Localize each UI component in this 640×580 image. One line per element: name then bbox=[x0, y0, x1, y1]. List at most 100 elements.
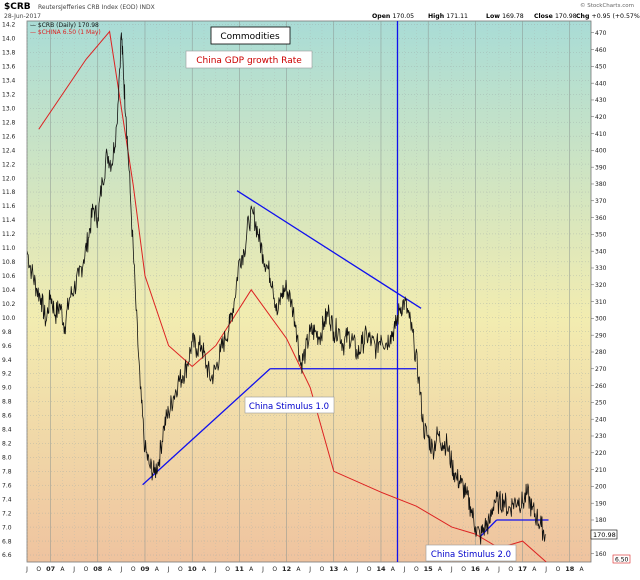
ohlc-chg: Chg +0.95 (+0.57%) bbox=[576, 13, 640, 20]
trendline-2 bbox=[236, 190, 422, 309]
x-tick-label: A bbox=[60, 566, 65, 573]
commodities-box: Commodities bbox=[210, 26, 291, 45]
right-tick-label: 310 bbox=[595, 299, 607, 306]
stimulus2-label: China Stimulus 2.0 bbox=[431, 550, 511, 560]
ohlc-row: Open 170.05 High 171.11 Low 169.78 Close 17… bbox=[372, 13, 640, 20]
left-tick-label: 9.0 bbox=[2, 385, 12, 392]
china-gdp-label: China GDP growth Rate bbox=[196, 56, 302, 66]
right-tick-label: 380 bbox=[595, 181, 607, 188]
x-tick-label: 17 bbox=[518, 565, 527, 573]
right-tick-label: 450 bbox=[595, 64, 607, 71]
x-tick-label: J bbox=[214, 566, 217, 573]
stimulus2-box: China Stimulus 2.0 bbox=[425, 544, 517, 562]
left-tick-label: 10.0 bbox=[2, 315, 16, 322]
x-tick-label: O bbox=[508, 566, 513, 573]
x-tick-label: O bbox=[320, 566, 325, 573]
header-symbol: $CRB bbox=[4, 2, 31, 12]
right-tick-label: 330 bbox=[595, 265, 607, 272]
x-tick-label: A bbox=[249, 566, 254, 573]
left-tick-label: 10.4 bbox=[2, 287, 16, 294]
right-tick-label: 440 bbox=[595, 80, 607, 87]
x-tick-label: O bbox=[272, 566, 277, 573]
left-tick-label: 13.2 bbox=[2, 91, 16, 98]
x-tick-label: 15 bbox=[424, 565, 434, 573]
x-tick-label: 13 bbox=[329, 565, 338, 573]
right-tick-label: 460 bbox=[595, 47, 607, 54]
x-tick-label: J bbox=[167, 566, 170, 573]
series-group bbox=[27, 30, 547, 562]
x-tick-label: 08 bbox=[93, 565, 103, 573]
stimulus1-label: China Stimulus 1.0 bbox=[249, 402, 329, 412]
series-crb-line bbox=[27, 32, 546, 545]
left-tick-label: 7.0 bbox=[2, 524, 12, 531]
commodities-label: Commodities bbox=[220, 32, 280, 42]
x-tick-label: A bbox=[202, 566, 207, 573]
left-tick-label: 7.8 bbox=[2, 468, 12, 475]
ohlc-high: High 171.11 bbox=[428, 13, 468, 20]
x-tick-label: J bbox=[497, 566, 500, 573]
x-tick-label: A bbox=[391, 566, 396, 573]
right-tick-label: 250 bbox=[595, 400, 607, 407]
x-tick-label: O bbox=[225, 566, 230, 573]
x-tick-label: O bbox=[414, 566, 419, 573]
ohlc-low: Low 169.78 bbox=[486, 13, 524, 20]
left-tick-label: 11.0 bbox=[2, 245, 16, 252]
left-tick-label: 8.6 bbox=[2, 413, 12, 420]
series-china-line bbox=[38, 30, 547, 562]
left-tick-label: 10.2 bbox=[2, 301, 16, 308]
legend-china: — $CHINA 6.50 (1 May) bbox=[30, 29, 101, 36]
left-tick-label: 13.4 bbox=[2, 78, 16, 85]
left-tick-label: 7.4 bbox=[2, 496, 12, 503]
right-tick-label: 160 bbox=[595, 551, 607, 558]
right-tick-label: 300 bbox=[595, 316, 607, 323]
trendline-0 bbox=[142, 368, 271, 486]
left-tick-label: 6.8 bbox=[2, 538, 12, 545]
x-axis: J O 07 A J O 08 A J O 09 A J O 10 A J O 11 A J O 12 A J O 13 A J O 14 A… bbox=[25, 565, 584, 573]
x-tick-label: 09 bbox=[140, 565, 150, 573]
trendlines bbox=[142, 21, 549, 562]
right-tick-label: 210 bbox=[595, 467, 607, 474]
x-tick-label: J bbox=[308, 566, 311, 573]
left-tick-label: 13.8 bbox=[2, 50, 16, 57]
x-tick-label: O bbox=[461, 566, 466, 573]
x-tick-label: J bbox=[120, 566, 123, 573]
left-tick-label: 10.8 bbox=[2, 259, 16, 266]
left-tick-label: 9.8 bbox=[2, 329, 12, 336]
left-tick-label: 6.6 bbox=[2, 552, 12, 559]
x-tick-label: O bbox=[178, 566, 183, 573]
left-tick-label: 9.6 bbox=[2, 343, 12, 350]
right-tick-label: 190 bbox=[595, 500, 607, 507]
x-tick-label: A bbox=[155, 566, 160, 573]
right-tick-label: 430 bbox=[595, 97, 607, 104]
x-tick-label: O bbox=[131, 566, 136, 573]
left-tick-label: 13.0 bbox=[2, 105, 16, 112]
left-tick-label: 12.8 bbox=[2, 119, 16, 126]
x-tick-label: A bbox=[108, 566, 113, 573]
left-tick-label: 8.2 bbox=[2, 441, 12, 448]
x-tick-label: J bbox=[544, 566, 547, 573]
left-tick-label: 11.6 bbox=[2, 203, 16, 210]
right-tick-label: 290 bbox=[595, 332, 607, 339]
left-tick-label: 14.2 bbox=[2, 22, 16, 29]
legend-crb: — $CRB (Daily) 170.98 bbox=[30, 22, 99, 29]
right-tick-label: 360 bbox=[595, 215, 607, 222]
x-tick-label: 18 bbox=[565, 565, 575, 573]
right-tick-label: 180 bbox=[595, 517, 607, 524]
header-date: 28-Jun-2017 bbox=[4, 13, 41, 20]
x-tick-label: 12 bbox=[282, 565, 291, 573]
x-tick-label: 11 bbox=[235, 565, 245, 573]
right-tick-label: 270 bbox=[595, 366, 607, 373]
left-tick-label: 14.0 bbox=[2, 36, 16, 43]
ohlc-close: Close 170.98 bbox=[534, 13, 577, 20]
right-tick-label: 280 bbox=[595, 349, 607, 356]
x-tick-label: J bbox=[261, 566, 264, 573]
left-tick-label: 7.2 bbox=[2, 510, 12, 517]
right-tick-label: 340 bbox=[595, 248, 607, 255]
x-tick-label: J bbox=[355, 566, 358, 573]
stimulus1-box: China Stimulus 1.0 bbox=[244, 396, 335, 414]
right-tick-label: 390 bbox=[595, 164, 607, 171]
right-tick-label: 370 bbox=[595, 198, 607, 205]
crb-last-value: 170.98 bbox=[593, 531, 616, 539]
left-tick-label: 12.0 bbox=[2, 175, 16, 182]
